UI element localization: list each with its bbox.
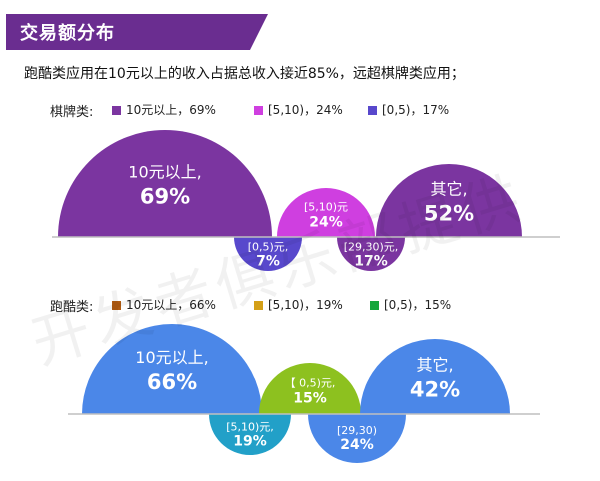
legend-item-text: [5,10)，24% [268, 103, 343, 117]
segment-value-label: 66% [147, 370, 197, 394]
legend-item: 10元以上，69% [112, 101, 216, 118]
legend-swatch [112, 301, 121, 310]
semicircle-segment [360, 339, 510, 414]
legend-swatch [370, 301, 379, 310]
legend-item: [5,10)，19% [254, 296, 343, 313]
segment-value-label: 42% [410, 378, 460, 402]
legend-item: [0,5)，17% [368, 101, 449, 118]
segment-category-label: 其它, [430, 180, 467, 199]
segment-category-label: [5,10)元 [304, 201, 348, 214]
summary-text: 跑酷类应用在10元以上的收入占据总收入接近85%，远超棋牌类应用； [24, 66, 465, 82]
segment-category-label: [29,30) [337, 424, 377, 437]
legend-item-text: [0,5)，15% [384, 298, 452, 312]
segment-category-label: 其它, [416, 356, 453, 375]
segment-value-label: 15% [293, 391, 327, 407]
segment-value-label: 52% [424, 202, 474, 226]
section-title: 交易额分布 [20, 23, 115, 44]
semicircle-segment [82, 324, 262, 414]
semicircle-segment [308, 414, 406, 463]
legend-swatch [254, 106, 263, 115]
segment-value-label: 24% [309, 215, 343, 231]
semicircle-segment [234, 237, 302, 271]
legend-item-text: 10元以上，66% [126, 298, 216, 312]
legend-board-label: 棋牌类: [50, 105, 94, 120]
legend-swatch [254, 301, 263, 310]
semicircle-segment [376, 164, 522, 237]
segment-category-label: 10元以上, [128, 163, 201, 182]
semicircle-segment [58, 130, 272, 237]
banner-shape [6, 14, 268, 50]
segment-category-label: 10元以上, [135, 348, 208, 367]
legend-item-text: 10元以上，69% [126, 103, 216, 117]
segment-value-label: 17% [354, 253, 388, 269]
segment-value-label: 24% [340, 437, 374, 453]
legend-swatch [112, 106, 121, 115]
banner-ribbon [6, 14, 268, 50]
legend-item: 10元以上，66% [112, 296, 216, 313]
segment-category-label: [29,30)元, [344, 240, 399, 253]
segment-value-label: 69% [140, 185, 190, 209]
legend-parkour-label: 跑酷类: [50, 300, 94, 315]
legend-item-text: [5,10)，19% [268, 298, 343, 312]
semicircle-segment [337, 237, 405, 271]
segment-category-label: 【 0,5)元, [285, 377, 336, 390]
semicircle-segment [277, 188, 375, 237]
legend-swatch [368, 106, 377, 115]
semicircle-segment [259, 363, 361, 414]
segment-value-label: 19% [233, 433, 267, 449]
section-banner: 交易额分布 [6, 14, 268, 50]
legend-item: [5,10)，24% [254, 101, 343, 118]
segment-category-label: [5,10)元, [226, 420, 274, 433]
legend-item-text: [0,5)，17% [382, 103, 450, 117]
legend-item: [0,5)，15% [370, 296, 451, 313]
semicircle-segment [209, 414, 291, 455]
segment-category-label: [0,5)元, [248, 240, 289, 253]
segment-value-label: 7% [256, 253, 280, 269]
